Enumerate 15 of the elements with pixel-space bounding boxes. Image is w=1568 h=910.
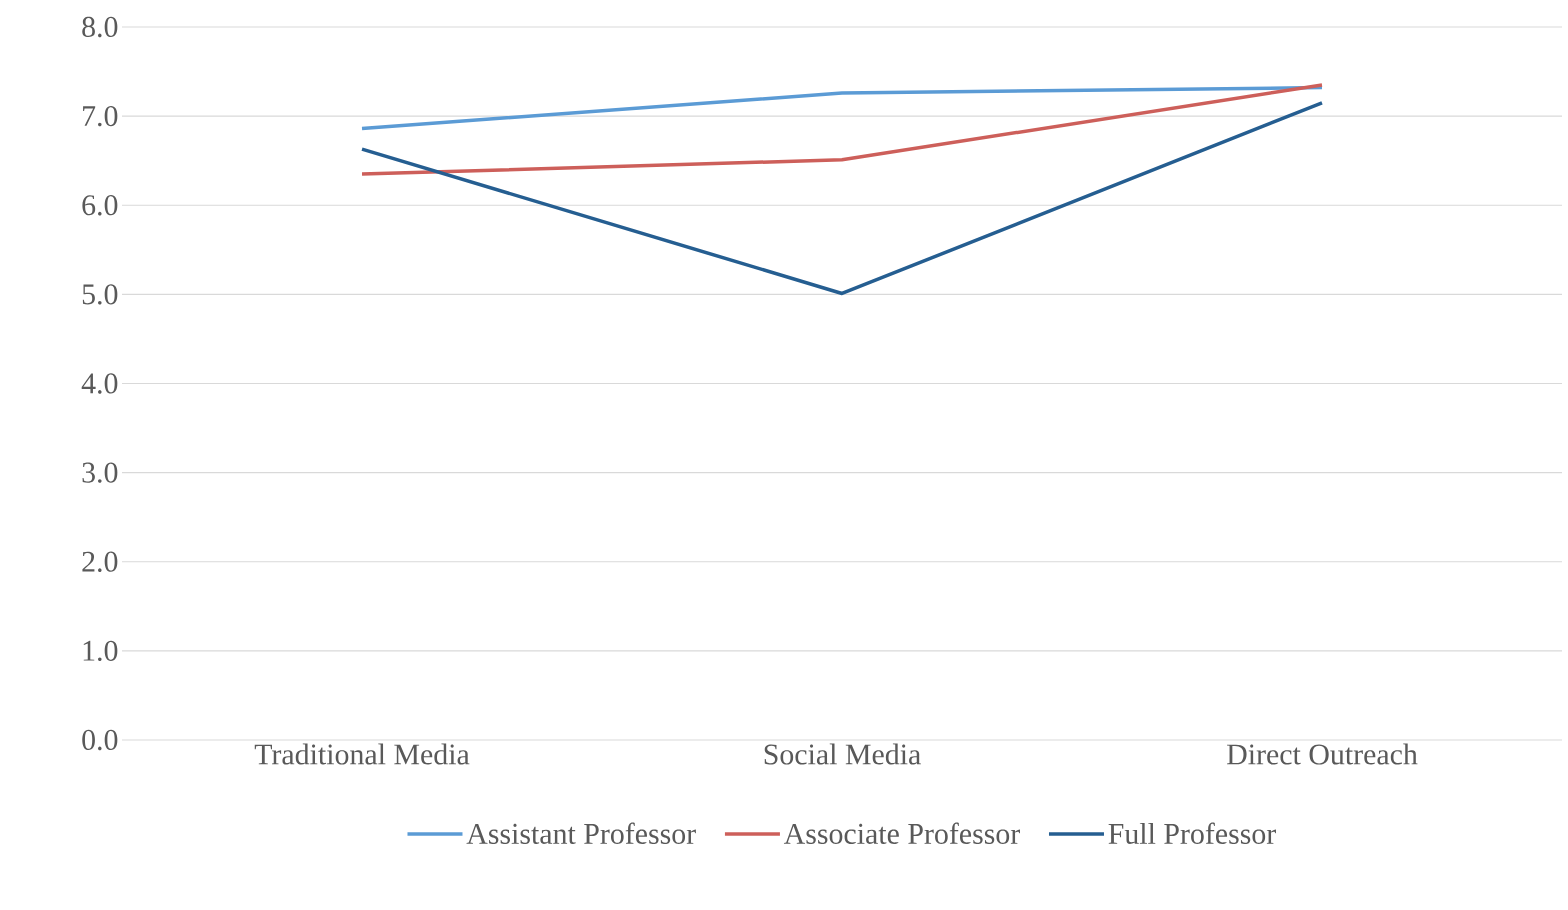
- legend-label: Assistant Professor: [466, 822, 696, 844]
- y-tick-label: 0.0: [82, 729, 118, 751]
- y-tick-label: 6.0: [82, 195, 118, 216]
- y-tick-label: 3.0: [82, 462, 118, 483]
- y-tick-label: 2.0: [82, 551, 118, 572]
- legend-label: Associate Professor: [783, 822, 1020, 844]
- x-tick-label: Traditional Media: [254, 743, 470, 765]
- y-tick-label: 7.0: [83, 105, 118, 127]
- y-tick-label: 8.0: [82, 16, 118, 38]
- legend-label: Full Professor: [1108, 822, 1276, 844]
- y-tick-label: 5.0: [82, 284, 118, 305]
- x-tick-label: Social Media: [764, 743, 921, 765]
- x-tick-label: Direct Outreach: [1227, 743, 1418, 765]
- y-tick-label: 4.0: [81, 373, 118, 394]
- y-tick-label: 1.0: [83, 640, 118, 662]
